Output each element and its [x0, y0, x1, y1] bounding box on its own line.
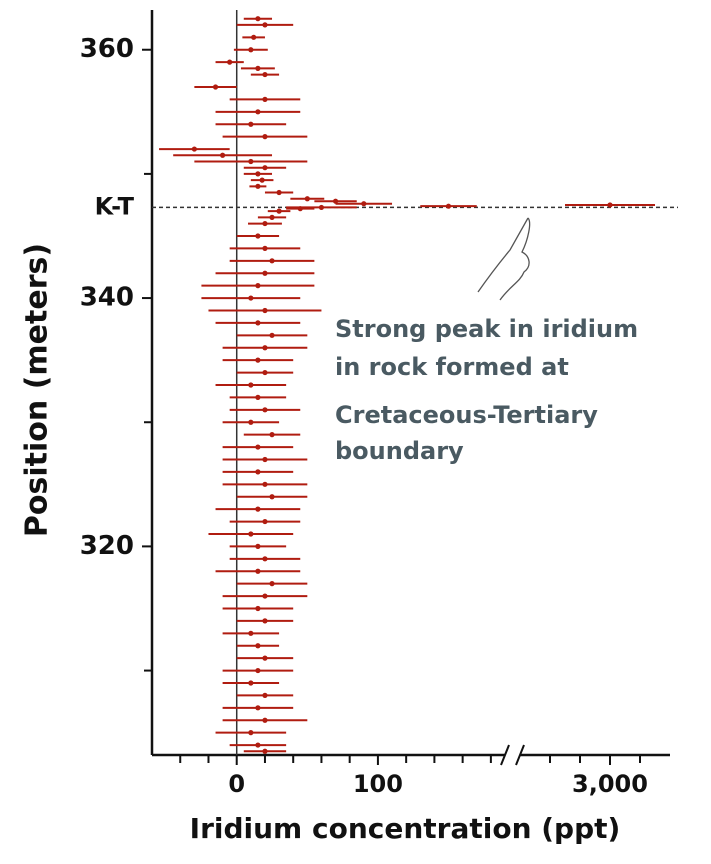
data-point: [212, 84, 219, 90]
data-point: [262, 245, 268, 251]
data-point: [248, 531, 254, 537]
data-point: [269, 214, 275, 220]
data-point: [262, 655, 268, 661]
data-point: [318, 204, 325, 211]
data-point: [255, 320, 261, 326]
data-point: [248, 47, 254, 53]
data-point: [220, 152, 226, 158]
data-point: [269, 581, 275, 587]
data-point: [248, 730, 254, 736]
data-point: [262, 518, 268, 525]
annotation-line: boundary: [335, 437, 464, 465]
data-point: [262, 165, 268, 171]
data-point: [255, 65, 261, 71]
y-tick-label: 320: [80, 531, 134, 561]
data-point: [259, 177, 265, 183]
data-point: [297, 206, 303, 212]
data-point: [255, 171, 261, 177]
y-tick-label: 360: [80, 34, 134, 64]
data-point: [361, 201, 367, 207]
data-point: [255, 568, 261, 574]
data-point: [248, 121, 254, 127]
data-point: [262, 22, 268, 28]
data-point: [262, 345, 268, 351]
data-point: [304, 196, 310, 202]
axis-break: [515, 744, 525, 766]
data-point: [262, 220, 268, 227]
data-point: [262, 369, 268, 376]
data-point: [255, 705, 261, 711]
data-point: [262, 556, 268, 562]
data-point: [248, 680, 254, 686]
x2-tick-label: 3,000: [572, 770, 648, 798]
data-point: [191, 146, 197, 152]
data-point: [255, 667, 261, 674]
data-point: [262, 748, 268, 754]
data-point: [607, 202, 613, 208]
data-point: [262, 134, 268, 140]
data-point: [262, 618, 268, 624]
data-point: [262, 71, 268, 78]
annotation-line: in rock formed at: [335, 353, 569, 381]
data-point: [262, 270, 268, 276]
data-point: [255, 543, 261, 550]
data-point: [251, 34, 257, 40]
data-point: [248, 382, 254, 388]
y-axis-label: Position (meters): [20, 243, 55, 537]
data-point: [255, 469, 261, 475]
data-point: [262, 481, 268, 487]
data-point: [248, 419, 254, 425]
data-point: [262, 96, 268, 102]
data-point: [255, 444, 261, 450]
data-point: [269, 332, 275, 338]
annotation-line: Cretaceous-Tertiary: [335, 401, 598, 429]
data-point: [255, 605, 261, 612]
data-point: [248, 630, 254, 636]
data-point: [276, 189, 282, 196]
data-point: [262, 717, 268, 723]
data-point: [255, 16, 261, 22]
data-point: [255, 233, 261, 239]
data-point: [276, 208, 282, 214]
kt-label: K-T: [95, 192, 135, 220]
data-point: [255, 742, 261, 748]
y-tick-label: 340: [80, 283, 134, 313]
data-point: [255, 283, 261, 289]
annotation-line: Strong peak in iridium: [335, 315, 638, 343]
data-point: [262, 593, 268, 599]
data-point: [248, 295, 254, 301]
data-point: [445, 203, 452, 209]
data-point: [332, 198, 339, 204]
data-point: [262, 692, 268, 699]
data-point: [255, 506, 261, 512]
data-point: [262, 307, 268, 314]
data-point: [269, 432, 275, 438]
x-tick-label: 0: [228, 770, 245, 798]
data-point: [262, 407, 268, 413]
data-point: [227, 59, 233, 65]
x-tick-label: 100: [353, 770, 403, 798]
data-point: [255, 394, 261, 400]
data-point: [269, 258, 275, 264]
data-point: [255, 183, 261, 189]
x-axis-label: Iridium concentration (ppt): [190, 812, 621, 845]
axis-break: [500, 744, 510, 766]
data-point: [255, 357, 261, 363]
pointing-hand: [477, 217, 531, 301]
data-point: [269, 494, 275, 500]
annotation: Strong peak in iridium in rock formed at…: [335, 315, 638, 465]
data-point: [262, 456, 268, 463]
data-point: [255, 109, 261, 115]
data-point: [248, 158, 254, 165]
data-point: [255, 643, 261, 649]
